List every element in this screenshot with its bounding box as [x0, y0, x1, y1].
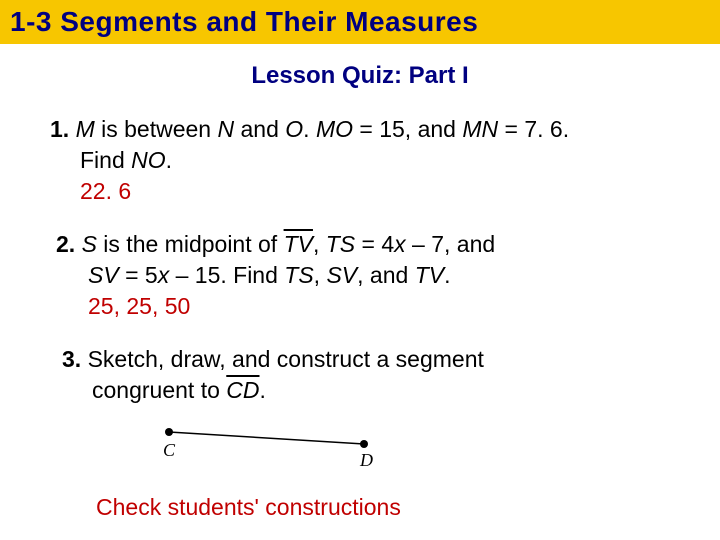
- q2-var-ts: TS: [326, 231, 355, 257]
- q3-t2: congruent to: [92, 377, 226, 403]
- q2-answer: 25, 25, 50: [24, 291, 696, 322]
- q2-number: 2.: [56, 231, 75, 257]
- q1-line2: Find NO.: [24, 145, 696, 176]
- label-d: D: [359, 450, 373, 470]
- q2-t5: = 5: [119, 262, 158, 288]
- lesson-header: 1-3 Segments and Their Measures: [0, 0, 720, 44]
- question-3: 3. Sketch, draw, and construct a segment…: [24, 344, 696, 523]
- q2-line1: 2. S is the midpoint of TV, TS = 4x – 7,…: [24, 229, 696, 260]
- q1-var-mn: MN: [462, 116, 498, 142]
- q1-t2: and: [234, 116, 285, 142]
- q2-line2: SV = 5x – 15. Find TS, SV, and TV.: [24, 260, 696, 291]
- label-c: C: [163, 440, 176, 460]
- content-area: 1. M is between N and O. MO = 15, and MN…: [0, 114, 720, 523]
- q2-t4: – 7, and: [406, 231, 496, 257]
- q2-var-sv: SV: [88, 262, 119, 288]
- q1-var-no: NO: [131, 147, 166, 173]
- q2-var-s: S: [75, 231, 97, 257]
- q2-var-ts2: TS: [284, 262, 313, 288]
- q3-line1: 3. Sketch, draw, and construct a segment: [24, 344, 696, 375]
- q1-dot: .: [166, 147, 172, 173]
- q2-t6: – 15. Find: [169, 262, 284, 288]
- q2-t3: = 4: [355, 231, 394, 257]
- q1-t1: is between: [95, 116, 218, 142]
- q1-var-o: O: [285, 116, 303, 142]
- q3-number: 3.: [62, 346, 81, 372]
- segment-line: [169, 432, 364, 444]
- q2-t1: is the midpoint of: [97, 231, 284, 257]
- point-c: [165, 428, 173, 436]
- q3-line2: congruent to CD.: [24, 375, 696, 406]
- q1-number: 1.: [50, 116, 69, 142]
- q2-seg-tv: TV: [284, 231, 313, 257]
- point-d: [360, 440, 368, 448]
- subtitle-text: Lesson Quiz: Part I: [251, 62, 468, 89]
- q2-var-x1: x: [394, 231, 406, 257]
- q2-t9: .: [444, 262, 450, 288]
- header-text: 1-3 Segments and Their Measures: [10, 6, 478, 37]
- q2-t7: ,: [314, 262, 327, 288]
- q1-var-m: M: [69, 116, 95, 142]
- q1-var-n: N: [218, 116, 235, 142]
- q3-seg-cd: CD: [226, 377, 259, 403]
- q2-var-sv2: SV: [326, 262, 357, 288]
- question-1: 1. M is between N and O. MO = 15, and MN…: [24, 114, 696, 207]
- q2-var-x2: x: [158, 262, 170, 288]
- q1-line1: 1. M is between N and O. MO = 15, and MN…: [24, 114, 696, 145]
- q3-t1: Sketch, draw, and construct a segment: [81, 346, 484, 372]
- question-2: 2. S is the midpoint of TV, TS = 4x – 7,…: [24, 229, 696, 322]
- lesson-subtitle: Lesson Quiz: Part I: [0, 62, 720, 90]
- q1-answer: 22. 6: [24, 176, 696, 207]
- q2-t2: ,: [313, 231, 326, 257]
- q1-t4: = 15, and: [353, 116, 462, 142]
- q1-t3: .: [303, 116, 316, 142]
- q1-find: Find: [80, 147, 131, 173]
- segment-diagram: C D: [154, 420, 384, 470]
- q1-var-mo: MO: [316, 116, 353, 142]
- q3-t3: .: [260, 377, 266, 403]
- q2-t8: , and: [357, 262, 415, 288]
- q1-t5: = 7. 6.: [498, 116, 569, 142]
- q2-var-tv2: TV: [415, 262, 444, 288]
- q3-final: Check students' constructions: [24, 492, 696, 523]
